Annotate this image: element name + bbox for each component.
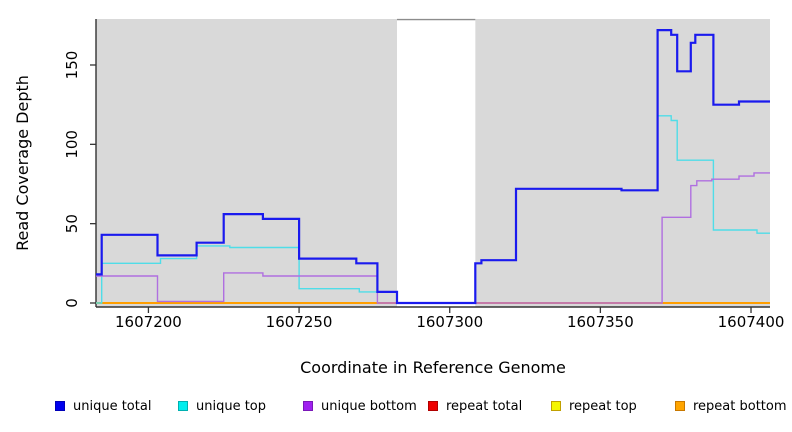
x-axis-tick-label: 1607300	[416, 313, 483, 331]
y-axis-tick-label: 0	[63, 298, 81, 308]
x-axis-tick-label: 1607400	[718, 313, 785, 331]
series-line-unique-total	[96, 29, 770, 305]
x-axis-tick-label: 1607250	[266, 313, 333, 331]
y-axis-tick-label: 150	[63, 51, 81, 80]
x-axis-tick-label: 1607350	[567, 313, 634, 331]
x-axis-tick-label: 1607200	[115, 313, 182, 331]
y-axis-title: Read Coverage Depth	[13, 75, 32, 251]
series-line-unique-bottom	[96, 172, 770, 304]
x-axis-title: Coordinate in Reference Genome	[300, 358, 566, 377]
gap-region	[396, 19, 476, 307]
y-axis-tick-label: 100	[63, 130, 81, 159]
y-axis-tick-label: 50	[63, 214, 81, 233]
